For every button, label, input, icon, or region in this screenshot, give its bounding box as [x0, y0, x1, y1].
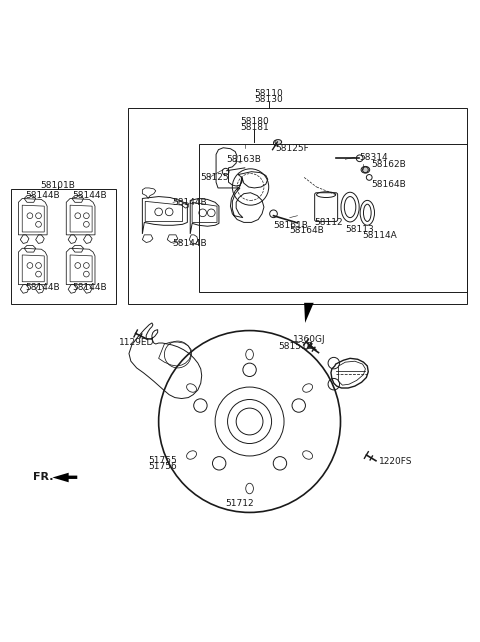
Text: 58144B: 58144B: [72, 283, 107, 292]
Text: 58114A: 58114A: [362, 231, 397, 240]
Polygon shape: [52, 473, 77, 482]
Bar: [199, 144, 468, 292]
Text: 58112: 58112: [315, 218, 343, 227]
Text: 58151B: 58151B: [278, 342, 313, 351]
Text: FR.: FR.: [33, 471, 54, 482]
Text: 58181: 58181: [240, 123, 269, 132]
Text: 58144B: 58144B: [25, 191, 60, 200]
Text: 58144B: 58144B: [72, 191, 107, 200]
Text: 58161B: 58161B: [274, 221, 308, 230]
Text: 51756: 51756: [148, 462, 177, 471]
Text: 1129ED: 1129ED: [120, 338, 155, 347]
Text: 58144B: 58144B: [25, 283, 60, 292]
Bar: [11, 189, 116, 304]
Text: 58163B: 58163B: [227, 155, 262, 164]
Bar: [128, 108, 468, 304]
Text: 58314: 58314: [360, 153, 388, 162]
Text: 58130: 58130: [254, 95, 283, 104]
Text: 58113: 58113: [345, 225, 374, 234]
Text: 58164B: 58164B: [290, 225, 324, 234]
Text: 58162B: 58162B: [372, 159, 407, 168]
Text: 1360GJ: 1360GJ: [293, 334, 325, 343]
Text: 58164B: 58164B: [372, 180, 407, 189]
Text: 58125: 58125: [201, 173, 229, 182]
Text: 58125F: 58125F: [276, 144, 310, 153]
Ellipse shape: [275, 139, 282, 144]
Text: 58101B: 58101B: [41, 181, 75, 190]
Text: 58110: 58110: [254, 89, 283, 98]
Text: 51755: 51755: [148, 456, 177, 465]
Polygon shape: [304, 303, 314, 323]
Text: 58144B: 58144B: [172, 239, 207, 248]
Text: 1220FS: 1220FS: [379, 457, 412, 466]
Ellipse shape: [361, 166, 370, 173]
Circle shape: [362, 167, 368, 173]
Text: 58144B: 58144B: [172, 198, 207, 207]
Text: 51712: 51712: [226, 499, 254, 508]
Text: 58180: 58180: [240, 117, 269, 126]
